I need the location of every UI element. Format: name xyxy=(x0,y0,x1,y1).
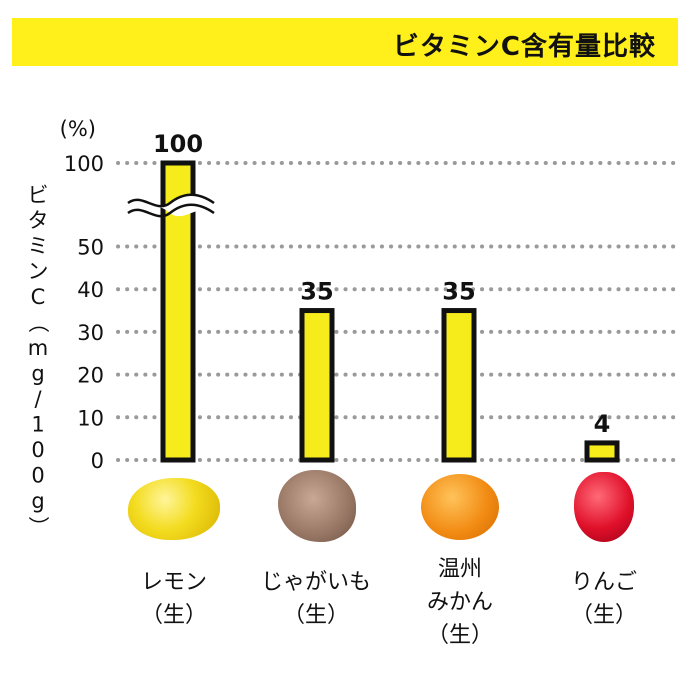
axis-break-line xyxy=(127,203,215,218)
y-unit-label: (%) xyxy=(60,117,96,141)
data-label: 35 xyxy=(442,278,475,306)
y-tick-label: 40 xyxy=(77,278,104,302)
y-axis-label-char: m xyxy=(28,336,48,360)
chart-title: ビタミンC含有量比較 xyxy=(392,32,656,62)
apple-image xyxy=(574,472,634,542)
category-label-potato: じゃがいも （生） xyxy=(260,570,371,628)
y-tick-label: 20 xyxy=(77,364,104,388)
y-axis-label-char: C xyxy=(31,285,46,309)
y-axis-label-char: 0 xyxy=(31,464,44,488)
axis-break-line xyxy=(127,193,215,208)
y-axis-label-char: 1 xyxy=(31,413,44,437)
y-axis-label-char: タ xyxy=(28,209,49,233)
y-axis-label-char: ビ xyxy=(28,183,49,207)
y-axis-label-char: g xyxy=(31,489,44,513)
y-axis-label-char: ） xyxy=(26,516,50,537)
y-axis-label-char: （ xyxy=(26,312,50,333)
bar xyxy=(584,440,620,463)
y-tick-label: 10 xyxy=(77,406,104,430)
y-axis-label-char: g xyxy=(31,362,44,386)
data-label: 100 xyxy=(153,130,203,158)
y-tick-label: 0 xyxy=(91,449,104,473)
data-label: 35 xyxy=(300,278,333,306)
category-label-apple: りんご （生） xyxy=(570,570,637,628)
data-label: 4 xyxy=(594,410,611,438)
y-tick-label: 100 xyxy=(64,152,104,176)
axis-break-gap xyxy=(128,194,214,217)
potato-image xyxy=(278,470,356,542)
lemon-image xyxy=(128,478,220,540)
mandarin-orange-image xyxy=(421,474,499,540)
y-axis-label-char: ミ xyxy=(28,234,49,258)
y-tick-label: 50 xyxy=(77,236,104,260)
category-label-mandarin: 温州 みかん （生） xyxy=(426,557,493,648)
bar xyxy=(299,308,335,463)
y-axis-label-char: / xyxy=(34,387,42,411)
category-label-lemon: レモン （生） xyxy=(140,570,207,628)
y-axis-label-char: 0 xyxy=(31,438,44,462)
y-axis-label-char: ン xyxy=(28,260,49,284)
bar xyxy=(441,308,477,463)
y-tick-label: 30 xyxy=(77,321,104,345)
title-bar: ビタミンC含有量比較 xyxy=(12,18,678,66)
